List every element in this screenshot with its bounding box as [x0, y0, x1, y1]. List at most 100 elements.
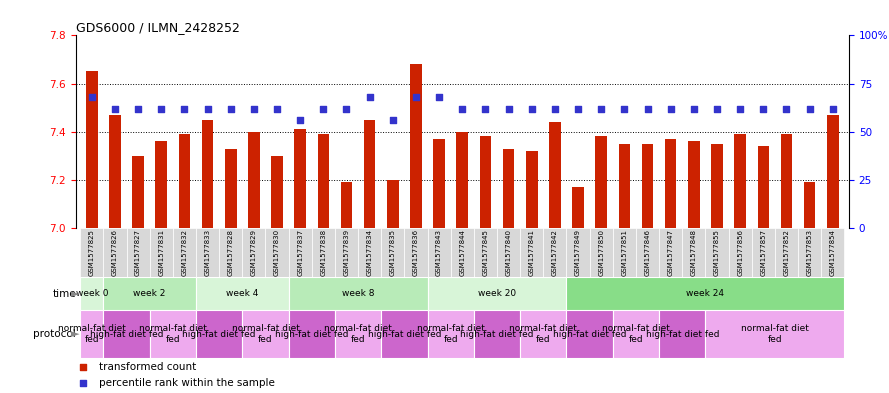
Bar [149, 310, 196, 358]
Text: high-fat diet fed: high-fat diet fed [90, 330, 164, 338]
Bar [781, 134, 792, 228]
Point [733, 105, 748, 112]
Bar [497, 228, 520, 277]
Bar [289, 277, 428, 310]
Text: GDS6000 / ILMN_2428252: GDS6000 / ILMN_2428252 [76, 21, 239, 34]
Text: GSM1577825: GSM1577825 [89, 229, 95, 276]
Bar [729, 228, 752, 277]
Bar [196, 228, 219, 277]
Bar [289, 310, 335, 358]
Bar [451, 228, 474, 277]
Text: week 4: week 4 [226, 289, 259, 298]
Bar [179, 134, 190, 228]
Text: GSM1577855: GSM1577855 [714, 229, 720, 276]
Bar [798, 228, 821, 277]
Bar [613, 228, 636, 277]
Bar [103, 228, 126, 277]
Point [131, 105, 145, 112]
Point [154, 105, 168, 112]
Point [316, 105, 331, 112]
Bar [103, 277, 196, 310]
Bar [381, 228, 404, 277]
Bar [103, 310, 149, 358]
Point [409, 94, 423, 100]
Text: GSM1577830: GSM1577830 [274, 229, 280, 276]
Point [247, 105, 261, 112]
Bar [428, 228, 451, 277]
Bar [804, 182, 815, 228]
Point [617, 105, 631, 112]
Bar [827, 115, 838, 228]
Point [594, 105, 608, 112]
Bar [566, 310, 613, 358]
Bar [340, 182, 352, 228]
Point [76, 380, 91, 386]
Bar [428, 277, 566, 310]
Bar [682, 228, 706, 277]
Text: protocol: protocol [33, 329, 76, 339]
Text: GSM1577836: GSM1577836 [413, 229, 419, 276]
Bar [433, 139, 444, 228]
Text: normal-fat diet
fed: normal-fat diet fed [231, 324, 300, 344]
Text: normal-fat diet
fed: normal-fat diet fed [139, 324, 207, 344]
Bar [752, 228, 775, 277]
Text: GSM1577833: GSM1577833 [204, 229, 211, 276]
Point [108, 105, 122, 112]
Text: GSM1577844: GSM1577844 [460, 229, 465, 276]
Bar [202, 119, 213, 228]
Text: GSM1577851: GSM1577851 [621, 229, 628, 276]
Bar [659, 310, 706, 358]
Point [548, 105, 562, 112]
Bar [172, 228, 196, 277]
Bar [410, 64, 421, 228]
Point [710, 105, 725, 112]
Text: GSM1577853: GSM1577853 [806, 229, 813, 276]
Bar [636, 228, 659, 277]
Text: GSM1577827: GSM1577827 [135, 229, 141, 276]
Text: GSM1577845: GSM1577845 [483, 229, 488, 276]
Point [224, 105, 238, 112]
Point [76, 364, 91, 370]
Text: normal-fat diet
fed: normal-fat diet fed [58, 324, 125, 344]
Bar [566, 277, 845, 310]
Bar [456, 132, 469, 228]
Bar [659, 228, 682, 277]
Text: week 24: week 24 [686, 289, 725, 298]
Text: percentile rank within the sample: percentile rank within the sample [99, 378, 275, 388]
Bar [711, 144, 723, 228]
Point [270, 105, 284, 112]
Text: ►: ► [71, 289, 80, 299]
Bar [387, 180, 398, 228]
Bar [381, 310, 428, 358]
Bar [358, 228, 381, 277]
Text: normal-fat diet
fed: normal-fat diet fed [509, 324, 577, 344]
Text: ►: ► [71, 329, 80, 339]
Bar [335, 228, 358, 277]
Bar [219, 228, 243, 277]
Text: GSM1577840: GSM1577840 [506, 229, 511, 276]
Point [432, 94, 446, 100]
Text: GSM1577857: GSM1577857 [760, 229, 766, 276]
Text: high-fat diet fed: high-fat diet fed [461, 330, 533, 338]
Point [200, 105, 214, 112]
Point [84, 94, 99, 100]
Text: GSM1577854: GSM1577854 [829, 229, 836, 276]
Text: normal-fat diet
fed: normal-fat diet fed [324, 324, 392, 344]
Text: GSM1577850: GSM1577850 [598, 229, 605, 276]
Point [780, 105, 794, 112]
Point [640, 105, 654, 112]
Bar [474, 310, 520, 358]
Text: GSM1577843: GSM1577843 [436, 229, 442, 276]
Text: GSM1577835: GSM1577835 [389, 229, 396, 276]
Text: high-fat diet fed: high-fat diet fed [553, 330, 627, 338]
Bar [317, 134, 329, 228]
Bar [706, 228, 729, 277]
Bar [126, 228, 149, 277]
Bar [196, 277, 289, 310]
Bar [80, 228, 103, 277]
Bar [243, 228, 266, 277]
Bar [335, 310, 381, 358]
Text: GSM1577846: GSM1577846 [645, 229, 651, 276]
Point [686, 105, 701, 112]
Bar [156, 141, 167, 228]
